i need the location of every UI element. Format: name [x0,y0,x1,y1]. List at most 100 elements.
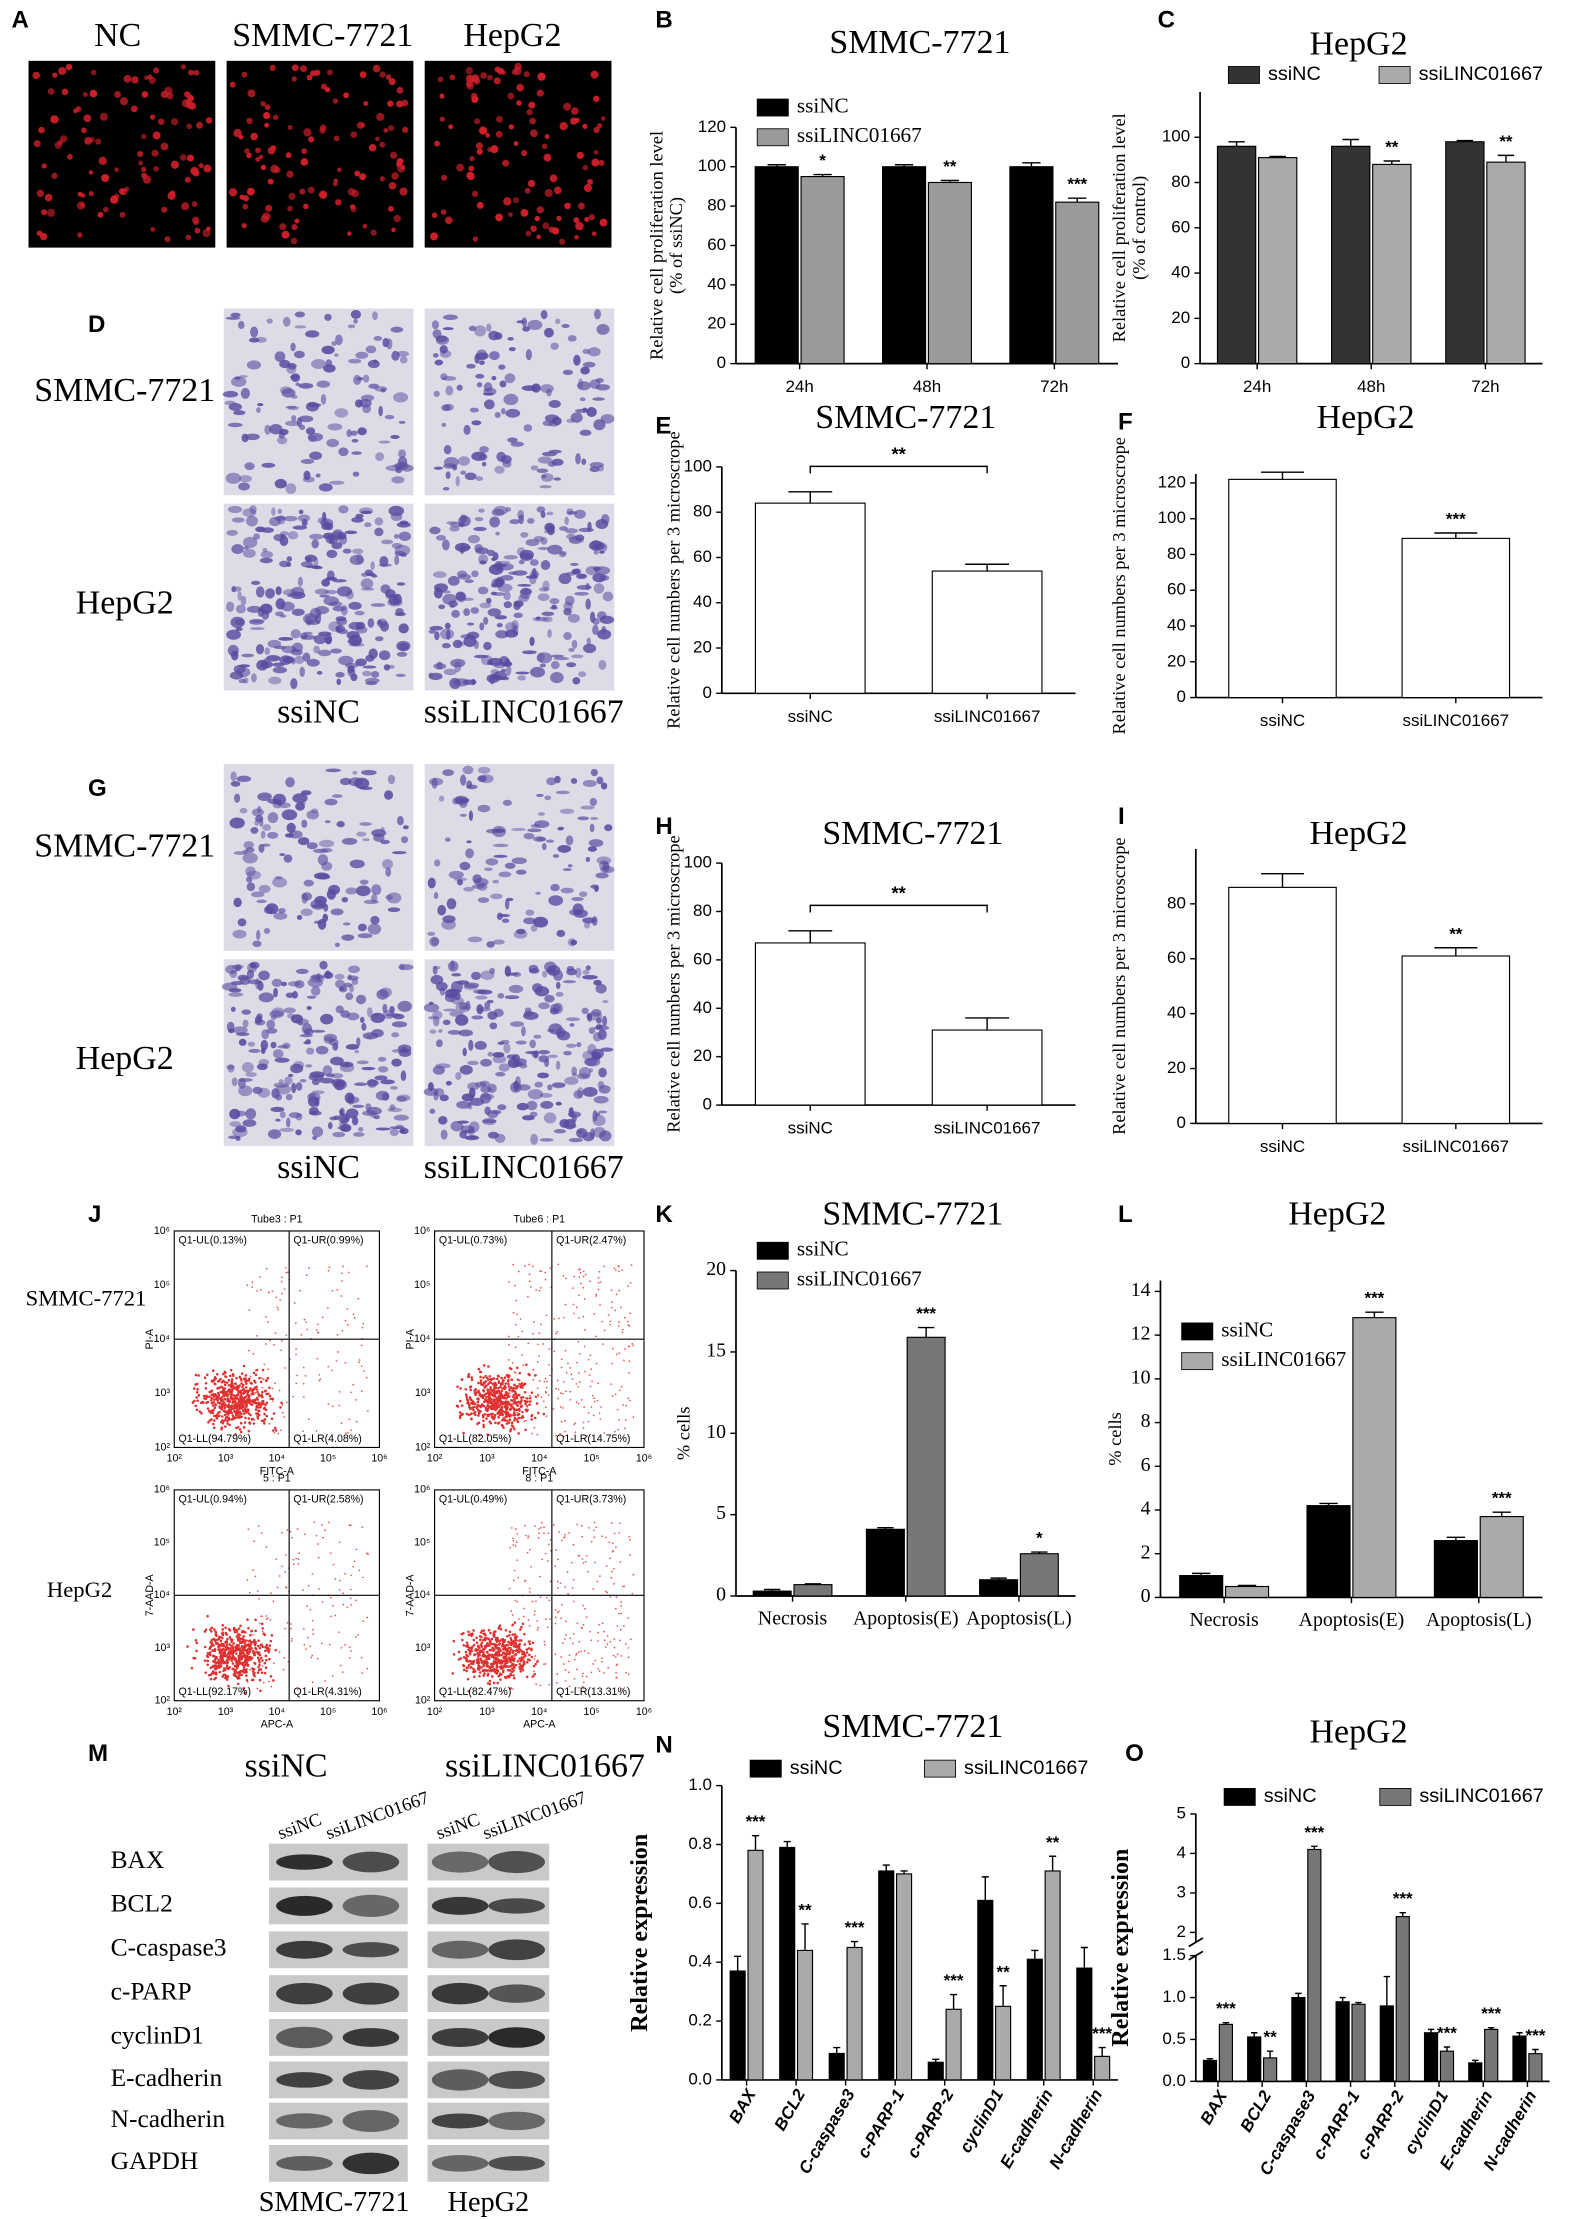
event-dot [226,1675,229,1678]
event-dot [490,1393,494,1396]
event-dot [589,1280,591,1283]
event-dot [475,1641,479,1645]
event-dot [572,1642,574,1645]
protein-label: c-PARP [111,1976,192,2005]
bar [754,502,866,694]
event-dot [263,1661,267,1665]
event-dot [194,1638,198,1642]
stained-cell [266,318,273,324]
stained-cell [592,1110,598,1122]
cell-dot [203,164,212,173]
stained-cell [433,466,443,470]
stained-cell [595,872,609,879]
stained-cell [352,770,358,775]
event-dot [594,1400,596,1403]
stained-cell [346,429,353,438]
stained-cell [530,924,538,932]
cell-dot [180,64,186,70]
event-dot [512,1413,515,1417]
event-dot [627,1647,630,1649]
stained-cell [479,560,487,565]
event-dot [280,1401,283,1405]
x-tick-label: 72h [1471,377,1499,396]
event-dot [297,1562,300,1565]
event-dot [327,1307,329,1309]
event-dot [469,1397,472,1401]
event-dot [514,1401,517,1405]
stained-cell [294,325,307,329]
stained-cell [497,992,505,999]
event-dot [318,1588,320,1590]
stained-cell [229,1121,241,1128]
event-dot [483,1637,487,1640]
event-dot [338,1631,340,1634]
stained-cell [432,353,439,358]
event-dot [529,1394,531,1397]
event-dot [526,1397,529,1400]
event-dot [285,1267,287,1269]
event-dot [514,1599,517,1602]
y-axis-label: Relative cell numbers per 3 microscrope [1109,437,1129,734]
event-dot [240,1405,244,1408]
flow-title: Tube6 : P1 [514,1213,566,1225]
event-dot [309,1645,312,1648]
stained-cell [535,891,541,895]
cell-dot [246,187,255,196]
stained-cell [455,1014,469,1026]
event-dot [592,1663,595,1665]
event-dot [198,1410,202,1413]
event-dot [507,1656,510,1660]
event-dot [482,1668,486,1672]
event-dot [559,1406,562,1408]
bar [927,181,972,365]
lane-label: ssiLINC01667 [480,1787,589,1843]
event-dot [238,1639,241,1642]
legend-swatch [756,98,789,117]
event-dot [577,1402,580,1405]
stained-cell [600,782,608,790]
event-dot [242,1654,245,1658]
event-dot [241,1399,245,1402]
event-dot [520,1639,523,1642]
event-dot [258,1403,261,1407]
event-dot [616,1676,618,1679]
stained-cell [582,407,588,412]
stained-cell [428,629,436,634]
event-dot [221,1631,224,1634]
event-dot [512,1411,516,1415]
cell-dot [387,100,394,107]
cell-dot [391,172,399,180]
event-dot [544,1643,546,1646]
stained-cell [479,445,489,453]
event-dot [367,1553,369,1556]
event-dot [629,1638,632,1641]
event-dot [491,1653,494,1656]
blot-band [431,1940,489,1959]
event-dot [483,1632,486,1636]
event-dot [259,1689,262,1693]
event-dot [312,1628,314,1631]
stained-cell [583,643,597,654]
event-dot [468,1406,471,1409]
stained-cell [585,598,591,610]
event-dot [485,1395,488,1399]
event-dot [212,1398,216,1401]
stained-cell [348,965,360,974]
event-dot [507,1646,511,1650]
stained-cell [260,1047,266,1054]
event-dot [569,1367,572,1369]
stained-cell [379,650,391,661]
event-dot [241,1651,245,1654]
cell-dot [360,122,366,128]
stained-cell [373,1115,381,1120]
event-dot [526,1661,529,1664]
cell-dot [469,155,475,162]
stained-cell [336,821,345,828]
event-dot [490,1663,494,1666]
stained-cell [327,1121,333,1130]
column-label: ssiLINC01667 [424,1149,624,1186]
stained-cell [491,508,505,517]
cell-dot [99,112,108,121]
cell-dot [485,133,490,138]
event-dot [209,1645,212,1649]
